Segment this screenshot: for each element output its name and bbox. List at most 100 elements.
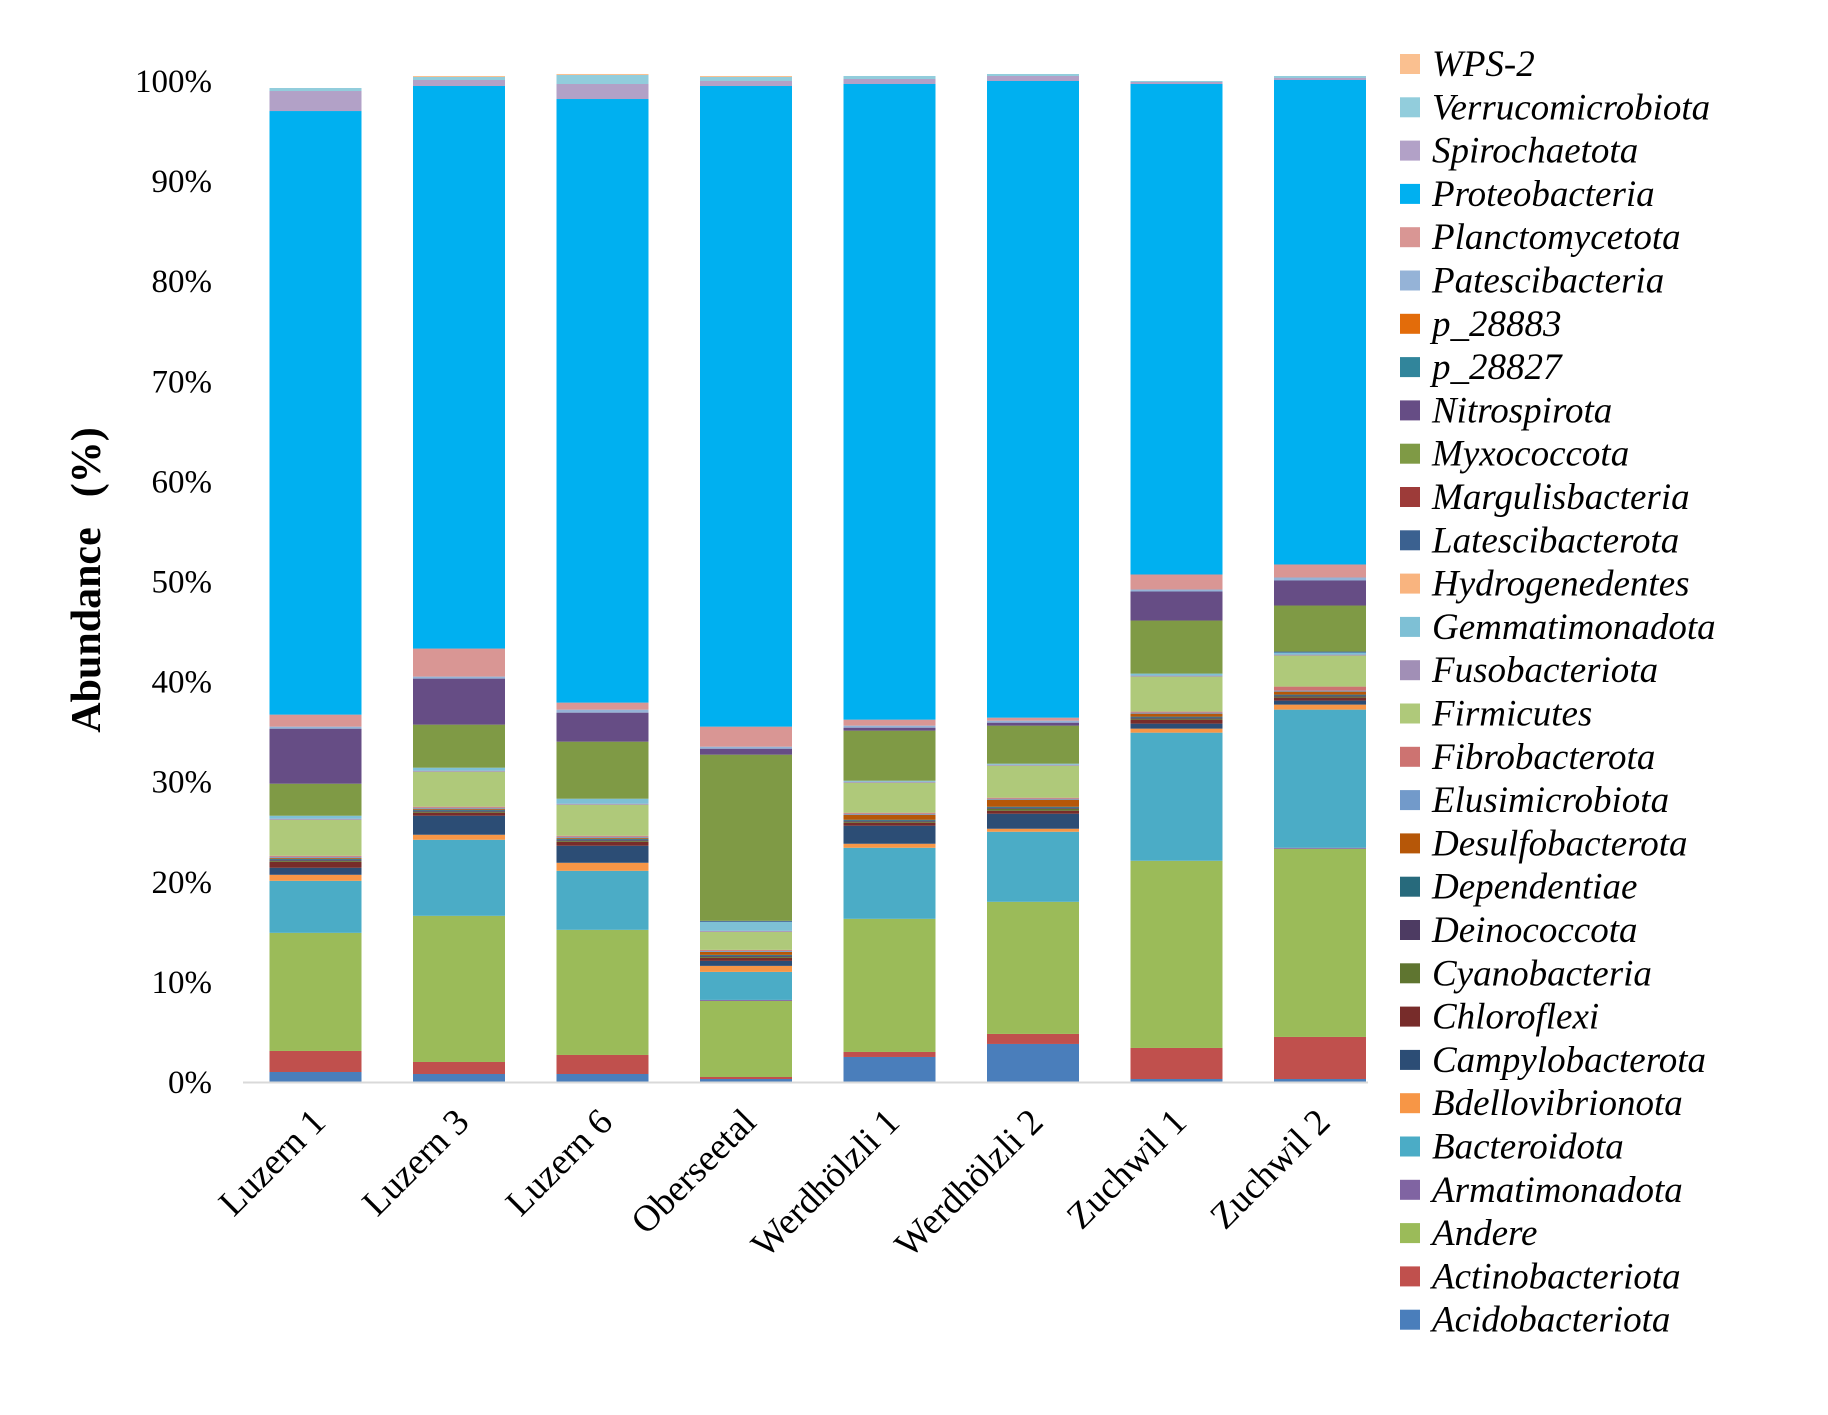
legend-swatch: [1400, 357, 1420, 378]
legend-swatch: [1400, 963, 1420, 984]
legend-swatch: [1400, 616, 1420, 637]
bar-segment: [1130, 728, 1223, 733]
bar-segment: [556, 870, 649, 930]
bar-segment: [413, 678, 505, 725]
legend-swatch: [1400, 790, 1420, 811]
legend-label: Latescibacterota: [1431, 520, 1679, 561]
bar-segment: [269, 819, 362, 856]
bar-segment: [413, 806, 505, 808]
legend-swatch: [1400, 140, 1420, 161]
bar-segment: [556, 804, 649, 836]
bar-segment: [269, 714, 362, 727]
bar-segment: [1274, 696, 1366, 698]
bar-segment: [1130, 620, 1223, 674]
legend-item: Fusobacteriota: [1400, 650, 1658, 691]
bar-segment: [1274, 75, 1366, 78]
bar-segment: [700, 949, 792, 951]
legend-label: Acidobacteriota: [1429, 1300, 1670, 1341]
legend-label: Chloroflexi: [1432, 997, 1599, 1038]
bar-stack: [1274, 75, 1366, 1082]
bar-segment: [269, 855, 362, 857]
bar-segment: [843, 730, 936, 781]
bar-segment: [1274, 77, 1366, 80]
legend-label: Hydrogenedentes: [1431, 564, 1690, 605]
bar-segment: [556, 839, 649, 841]
bar-stack: [556, 73, 649, 1082]
bar-segment: [1274, 686, 1366, 691]
legend-item: Cyanobacteria: [1400, 953, 1652, 994]
bar-segment: [269, 932, 362, 1051]
bar-segment: [843, 781, 936, 783]
legend-swatch: [1400, 1136, 1420, 1157]
legend-item: Proteobacteria: [1400, 174, 1655, 215]
legend-item: Nitrospirota: [1400, 390, 1612, 431]
bar-segment: [700, 1076, 792, 1079]
bar-segment: [987, 901, 1079, 1034]
legend-label: Elusimicrobiota: [1431, 780, 1669, 821]
y-tick-label: 40%: [152, 665, 213, 701]
legend-label: Bdellovibrionota: [1432, 1083, 1683, 1124]
bar-segment: [700, 956, 792, 958]
bar-segment: [269, 1050, 362, 1072]
bar-segment: [1274, 694, 1366, 696]
bar-segment: [413, 767, 505, 771]
legend-swatch: [1400, 1223, 1420, 1244]
bar-segment: [700, 957, 792, 961]
bar-segment: [1130, 574, 1223, 590]
legend-swatch: [1400, 1266, 1420, 1287]
bar-segment: [1130, 81, 1223, 83]
bar-segment: [843, 1051, 936, 1057]
legend-item: Firmicutes: [1400, 694, 1592, 735]
bar-segment: [1130, 1078, 1223, 1082]
legend-item: Planctomycetota: [1400, 217, 1681, 258]
bar-segment: [413, 809, 505, 811]
bar-segment: [556, 741, 649, 799]
y-tick-label: 90%: [152, 164, 213, 200]
bar-segment: [269, 818, 362, 820]
bar-segment: [413, 1073, 505, 1082]
legend-swatch: [1400, 400, 1420, 421]
legend-swatch: [1400, 746, 1420, 767]
x-tick-label: Zuchwil 1: [1059, 1101, 1195, 1237]
bar-segment: [269, 783, 362, 816]
legend-swatch: [1400, 227, 1420, 248]
bar-segment: [413, 770, 505, 772]
bar-segment: [1130, 711, 1223, 713]
bar-segment: [1274, 605, 1366, 652]
bar-segment: [987, 720, 1079, 723]
bar-segment: [987, 722, 1079, 726]
legend-label: Gemmatimonadota: [1432, 607, 1716, 648]
legend-item: WPS-2: [1400, 44, 1535, 85]
legend-label: Nitrospirota: [1431, 390, 1612, 431]
x-tick-label: Oberseetal: [624, 1101, 765, 1242]
bar-segment: [413, 76, 505, 80]
y-tick-label: 0%: [168, 1065, 212, 1101]
y-tick-label: 100%: [135, 64, 212, 100]
legend-item: Fibrobacterota: [1400, 737, 1655, 778]
bar-segment: [556, 1073, 649, 1082]
bar-segment: [700, 81, 792, 87]
legend-swatch: [1400, 573, 1420, 594]
legend-item: Chloroflexi: [1400, 997, 1599, 1038]
legend-swatch: [1400, 1309, 1420, 1330]
bar-segment: [556, 835, 649, 837]
y-axis-title-text: Abundance: [64, 527, 110, 732]
bar-segment: [413, 75, 505, 77]
bar-segment: [556, 702, 649, 710]
bar-segment: [987, 798, 1079, 800]
bar-segment: [1274, 700, 1366, 705]
bar-segment: [700, 954, 792, 956]
bar-segment: [556, 836, 649, 838]
bar-segment: [556, 99, 649, 703]
bar-segment: [700, 951, 792, 955]
bar-segment: [1274, 695, 1366, 697]
bar-segment: [556, 837, 649, 839]
x-tick-label: Luzern 3: [355, 1101, 478, 1224]
bar-segment: [1130, 673, 1223, 676]
bar-segment: [843, 782, 936, 813]
bar-segment: [1130, 676, 1223, 712]
bar-segment: [1274, 580, 1366, 606]
legend-label: Dependentiae: [1431, 867, 1637, 908]
bar-segment: [987, 807, 1079, 809]
bar-segment: [1130, 591, 1223, 621]
